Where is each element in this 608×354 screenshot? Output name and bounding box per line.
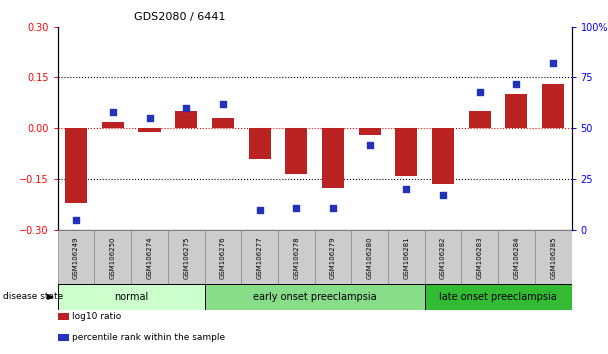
Bar [395, 128, 417, 176]
Bar [425, 230, 461, 285]
Point [548, 60, 558, 66]
Point [291, 205, 301, 211]
Text: GSM106250: GSM106250 [110, 236, 116, 279]
Point [328, 205, 338, 211]
Bar [212, 118, 234, 128]
Bar [249, 128, 271, 159]
Bar [359, 128, 381, 135]
Bar [175, 112, 197, 128]
Text: GSM106281: GSM106281 [403, 236, 409, 279]
Bar [425, 284, 572, 310]
Bar [58, 230, 94, 285]
Text: GSM106280: GSM106280 [367, 236, 373, 279]
Bar [65, 128, 87, 203]
Text: GSM106284: GSM106284 [514, 236, 519, 279]
Bar [204, 284, 425, 310]
Point [475, 89, 485, 95]
Text: percentile rank within the sample: percentile rank within the sample [72, 333, 225, 342]
Text: GSM106279: GSM106279 [330, 236, 336, 279]
Bar [58, 313, 69, 320]
Text: GSM106278: GSM106278 [293, 236, 299, 279]
Bar [168, 230, 204, 285]
Point [255, 207, 264, 212]
Text: GSM106249: GSM106249 [73, 236, 79, 279]
Text: GSM106282: GSM106282 [440, 236, 446, 279]
Point [181, 105, 191, 111]
Text: GSM106277: GSM106277 [257, 236, 263, 279]
Point [511, 81, 521, 86]
Bar [94, 230, 131, 285]
Text: late onset preeclampsia: late onset preeclampsia [439, 292, 557, 302]
Point [145, 115, 154, 121]
Point [108, 109, 118, 115]
Bar [241, 230, 278, 285]
Point [365, 142, 375, 147]
Bar [498, 230, 535, 285]
Bar [461, 230, 498, 285]
Text: normal: normal [114, 292, 148, 302]
Bar [58, 334, 69, 341]
Bar [388, 230, 425, 285]
Text: GSM106285: GSM106285 [550, 236, 556, 279]
Text: early onset preeclampsia: early onset preeclampsia [253, 292, 376, 302]
Bar [505, 95, 528, 128]
Bar [285, 128, 307, 174]
Text: GSM106275: GSM106275 [183, 236, 189, 279]
Text: disease state: disease state [3, 292, 63, 301]
Bar [278, 230, 315, 285]
Point [401, 187, 411, 192]
Bar [469, 112, 491, 128]
Bar [542, 84, 564, 128]
Point [218, 101, 228, 107]
Bar [351, 230, 388, 285]
Bar [204, 230, 241, 285]
Bar [139, 128, 161, 132]
Bar [102, 121, 124, 128]
Bar [131, 230, 168, 285]
Text: GSM106276: GSM106276 [220, 236, 226, 279]
Bar [535, 230, 572, 285]
Bar [315, 230, 351, 285]
Text: GDS2080 / 6441: GDS2080 / 6441 [134, 12, 225, 22]
Bar [58, 284, 204, 310]
Text: GSM106274: GSM106274 [147, 236, 153, 279]
Point [438, 193, 448, 198]
Point [71, 217, 81, 223]
Text: GSM106283: GSM106283 [477, 236, 483, 279]
Bar [322, 128, 344, 188]
Bar [432, 128, 454, 184]
Text: log10 ratio: log10 ratio [72, 312, 121, 321]
